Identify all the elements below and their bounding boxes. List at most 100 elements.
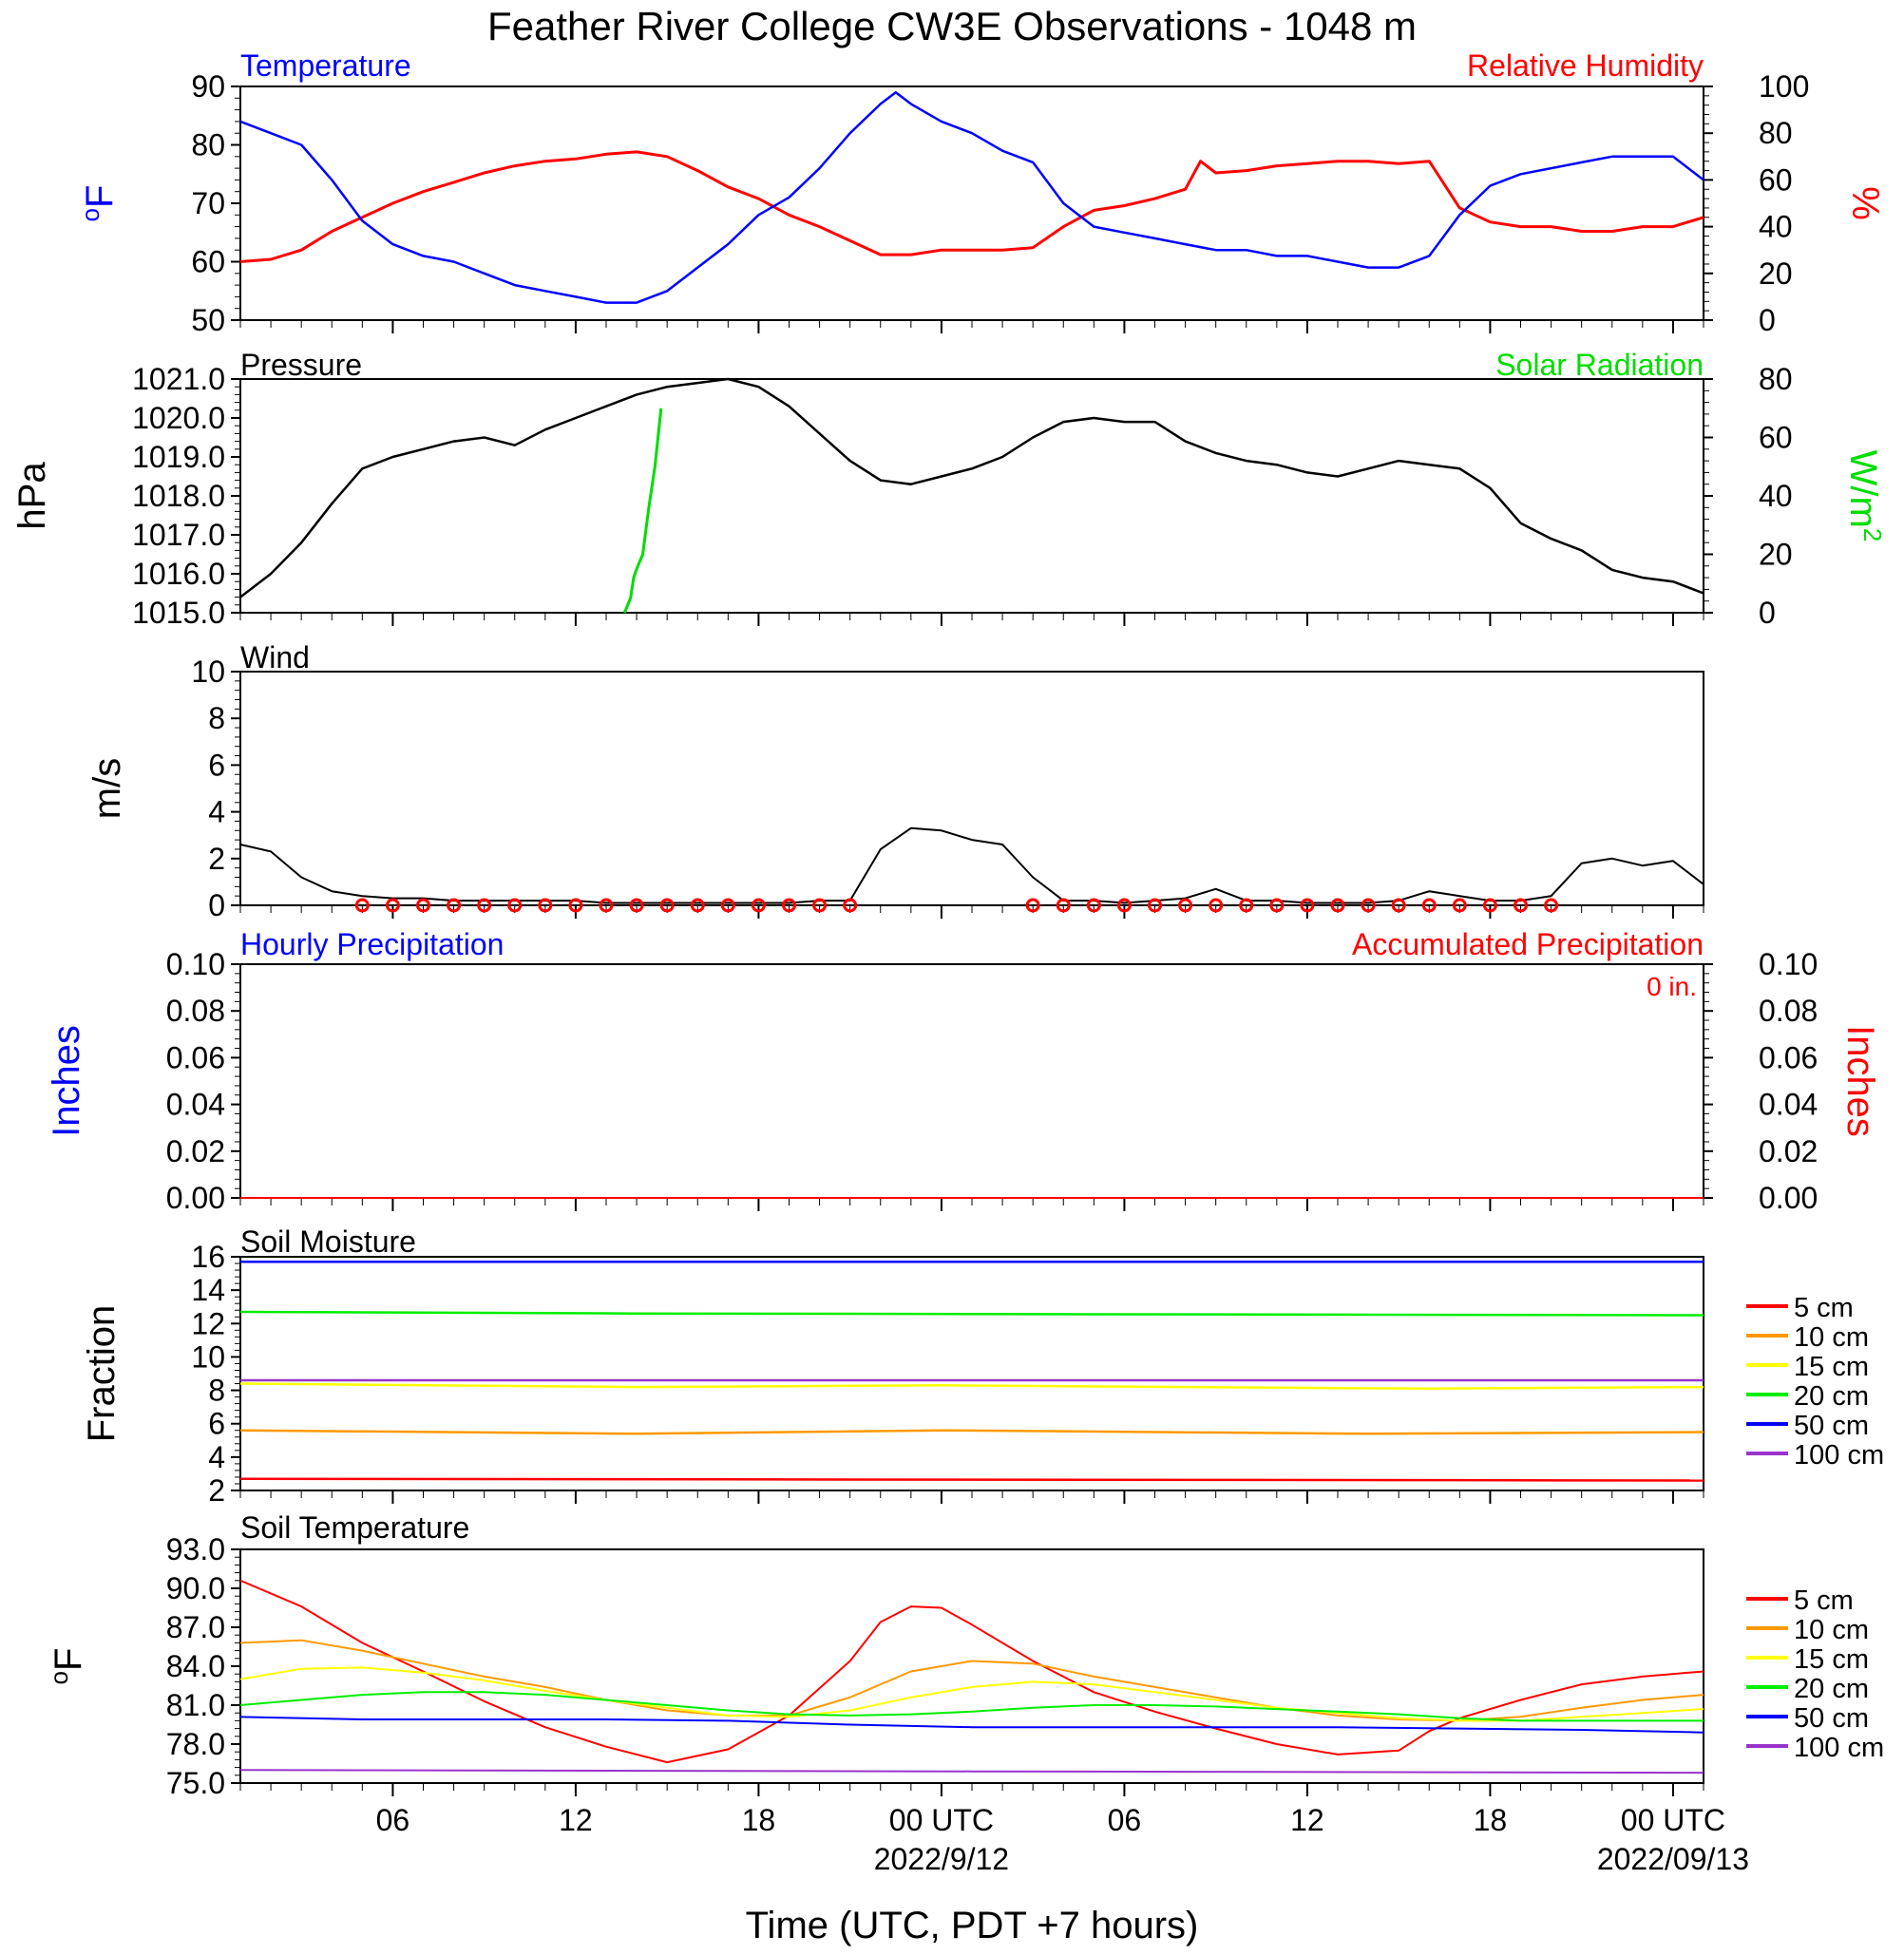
y-tick-label: 100 [1759, 69, 1809, 104]
calm-wind-circle [538, 898, 553, 913]
x-tick-label: 00 UTC [1621, 1803, 1725, 1837]
y-tick-label: 60 [1759, 421, 1793, 455]
pressure-yaxis-label: hPa [11, 462, 53, 530]
soil-temp-title: Soil Temperature [240, 1510, 469, 1545]
y-tick-label: 0.00 [1759, 1181, 1818, 1215]
y-tick-label: 0.06 [1759, 1040, 1818, 1074]
calm-wind-circle [1239, 898, 1254, 913]
calm-wind-circle [1086, 898, 1101, 913]
pressure-title: Pressure [240, 348, 362, 382]
y-tick-label: 1020.0 [132, 401, 225, 435]
legend-label: 15 cm [1794, 1644, 1869, 1675]
precip-left-yaxis-label: Inches [46, 1025, 87, 1137]
calm-wind-circle [751, 898, 766, 913]
y-tick-label: 80 [191, 128, 225, 162]
y-tick-label: 87.0 [166, 1610, 225, 1644]
y-tick-label: 0.02 [1759, 1134, 1818, 1168]
unit-wm: W/m [1842, 450, 1884, 528]
calm-wind-circle [690, 898, 705, 913]
calm-wind-circle [629, 898, 644, 913]
y-tick-label: 0.02 [166, 1134, 225, 1168]
calm-wind-circle [1178, 898, 1193, 913]
legend-label: 5 cm [1794, 1293, 1854, 1323]
y-tick-label: 80 [1759, 116, 1793, 150]
unit-f: F [48, 1648, 89, 1671]
calm-wind-circle [843, 898, 858, 913]
pressure-line [239, 377, 1704, 598]
hourly-precip-title: Hourly Precipitation [240, 927, 504, 961]
panel-frame [239, 963, 1704, 1199]
y-tick-label: 14 [191, 1273, 225, 1307]
panel-frame [239, 85, 1704, 321]
calm-wind-circle [568, 898, 583, 913]
soil-temp-yaxis-label: oF [45, 1648, 89, 1685]
y-tick-label: 1015.0 [132, 596, 225, 630]
date-label: 2022/9/12 [874, 1842, 1009, 1876]
legend-label: 5 cm [1794, 1585, 1854, 1616]
xaxis-title: Time (UTC, PDT +7 hours) [746, 1905, 1199, 1946]
y-tick-label: 0.04 [1759, 1088, 1818, 1122]
y-tick-label: 1019.0 [132, 440, 225, 474]
calm-wind-circle [1269, 898, 1285, 913]
calm-wind-circle [1452, 898, 1467, 913]
y-tick-label: 10 [191, 1339, 225, 1374]
calm-wind-circle [1330, 898, 1345, 913]
calm-wind-circle [1391, 898, 1406, 913]
legend-label: 50 cm [1794, 1703, 1869, 1734]
unit-f: F [79, 185, 121, 208]
panel-temperature: Temperature Relative Humidity oF % 50 60 7… [76, 48, 1886, 337]
calm-wind-circle [720, 898, 735, 913]
soil-moisture-line [239, 1382, 1704, 1391]
x-tick-label: 12 [559, 1803, 593, 1837]
y-tick-label: 10 [191, 655, 225, 689]
y-tick-label: 20 [1759, 538, 1793, 572]
calm-wind-circle [1421, 898, 1437, 913]
soil-moisture-yaxis-label: Fraction [81, 1305, 123, 1443]
y-tick-label: 60 [191, 245, 225, 279]
x-tick-label: 18 [742, 1803, 776, 1837]
calm-wind-circle [782, 898, 796, 913]
panel-precipitation: Hourly Precipitation Accumulated Precipi… [46, 927, 1881, 1215]
soil-moisture-title: Soil Moisture [240, 1224, 416, 1259]
panel-wind: Wind m/s 0 2 4 6 8 10 [86, 640, 1704, 922]
legend-label: 10 cm [1794, 1322, 1869, 1353]
soil-temp-line [239, 1769, 1704, 1775]
humidity-title: Relative Humidity [1467, 48, 1704, 83]
panel-frame [239, 1548, 1704, 1784]
y-tick-label: 2 [208, 842, 225, 876]
panel-frame [239, 378, 1704, 614]
y-tick-label: 93.0 [166, 1532, 225, 1566]
calm-wind-circle [1361, 898, 1376, 913]
wind-yaxis-label: m/s [86, 758, 128, 819]
solar-title: Solar Radiation [1495, 348, 1704, 382]
y-tick-label: 0.04 [166, 1088, 225, 1122]
y-tick-label: 70 [191, 186, 225, 220]
calm-wind-circle [1056, 898, 1071, 913]
calm-wind-circle [659, 898, 675, 913]
x-tick-label: 18 [1474, 1803, 1508, 1837]
calm-wind-circle [1209, 898, 1224, 913]
y-tick-label: 50 [191, 303, 225, 337]
y-tick-label: 0.00 [166, 1181, 225, 1215]
soil-moisture-line [239, 1477, 1704, 1482]
y-tick-label: 0.06 [166, 1040, 225, 1074]
y-tick-label: 84.0 [166, 1649, 225, 1683]
y-tick-label: 0.10 [1759, 947, 1818, 981]
soil-moisture-line [239, 1310, 1704, 1317]
y-tick-label: 81.0 [166, 1688, 225, 1722]
y-tick-label: 0.08 [166, 994, 225, 1028]
legend-label: 20 cm [1794, 1381, 1869, 1412]
precip-right-yaxis-label: Inches [1839, 1025, 1881, 1137]
svg-text:oF: oF [45, 1648, 89, 1685]
temperature-line [239, 90, 1704, 304]
legend-label: 100 cm [1794, 1440, 1884, 1471]
calm-wind-circle [1148, 898, 1162, 913]
y-tick-label: 40 [1759, 210, 1793, 244]
panel-soil-temperature: Soil Temperature oF 75.0 78.0 81.0 84.0 87.0… [45, 1510, 1884, 1876]
calm-wind-circle [1116, 898, 1132, 913]
calm-wind-circle [416, 898, 430, 913]
calm-wind-circle [354, 898, 370, 913]
calm-wind-circle [1514, 898, 1528, 913]
date-label: 2022/09/13 [1597, 1842, 1749, 1876]
